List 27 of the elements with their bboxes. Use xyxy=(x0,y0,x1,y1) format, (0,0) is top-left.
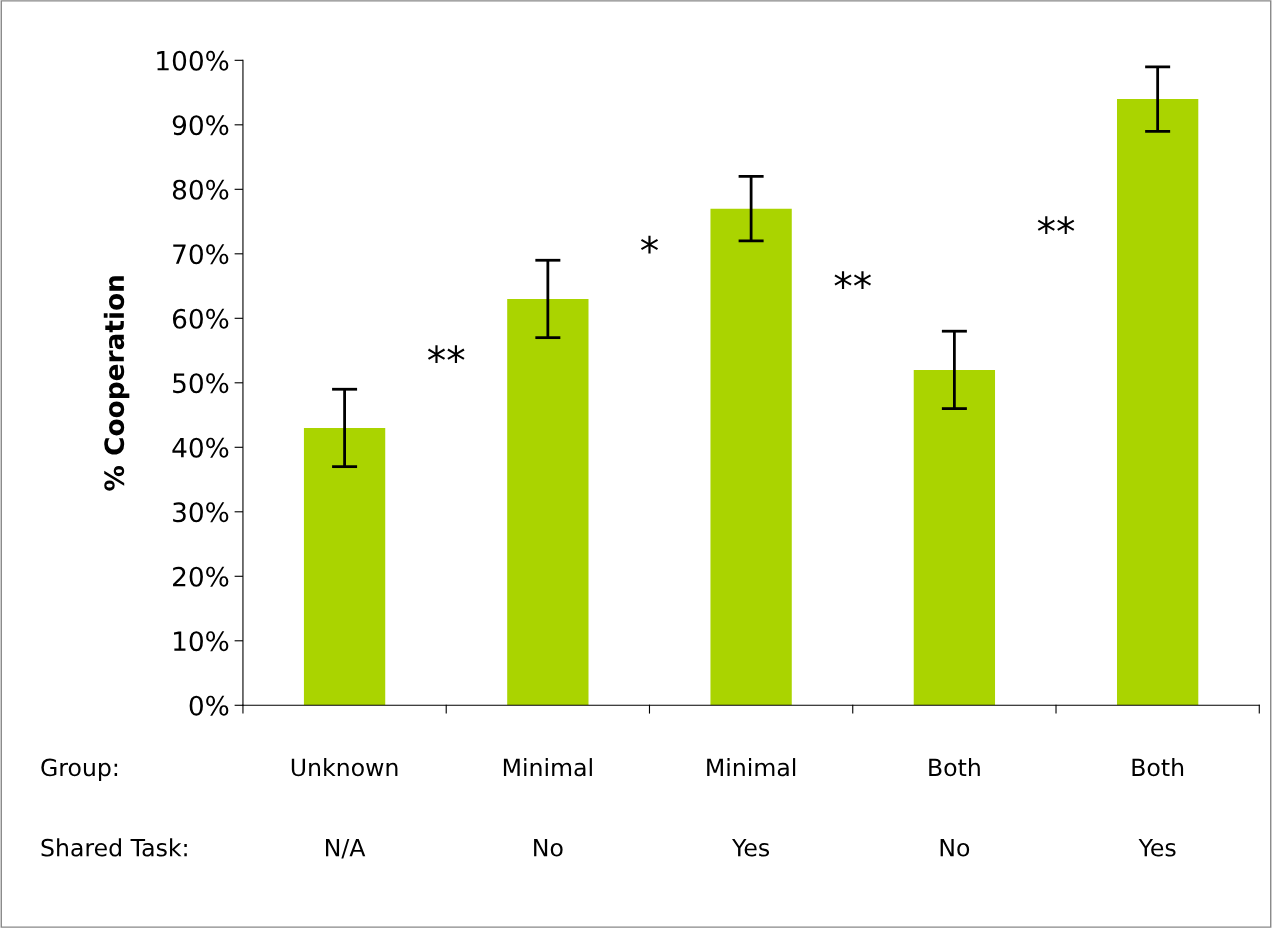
y-tick-label: 0% xyxy=(189,695,229,716)
category-label: Both No xyxy=(929,758,980,857)
annotation: ** xyxy=(834,271,872,289)
bar xyxy=(507,298,589,706)
y-tick-label: 80% xyxy=(172,179,229,200)
y-tick-label: 50% xyxy=(173,373,229,394)
bar xyxy=(1116,99,1199,706)
bar xyxy=(303,427,386,706)
y-axis-title: % Cooperation xyxy=(103,276,130,491)
y-tick-label: 60% xyxy=(172,308,229,329)
y-tick-label: 20% xyxy=(173,566,229,587)
y-tick-label: 10% xyxy=(174,631,229,652)
category-label: Both Yes xyxy=(1132,758,1184,857)
y-tick-label: 40% xyxy=(172,437,229,458)
text: Group: Shared Task: xyxy=(41,758,187,857)
annotation: ** xyxy=(427,345,465,364)
annotation: * xyxy=(640,235,659,254)
bar xyxy=(710,208,792,706)
category-label: Minimal Yes xyxy=(707,758,796,857)
y-tick-label: 30% xyxy=(173,502,229,523)
y-tick-label: 70% xyxy=(173,244,229,265)
category-label: Unknown N/A xyxy=(291,758,398,859)
category-label: Minimal No xyxy=(503,758,592,857)
y-tick-label: 100% xyxy=(157,50,229,71)
bar xyxy=(913,369,996,706)
y-tick-label: 90% xyxy=(172,115,229,136)
annotation: ** xyxy=(1037,216,1075,235)
